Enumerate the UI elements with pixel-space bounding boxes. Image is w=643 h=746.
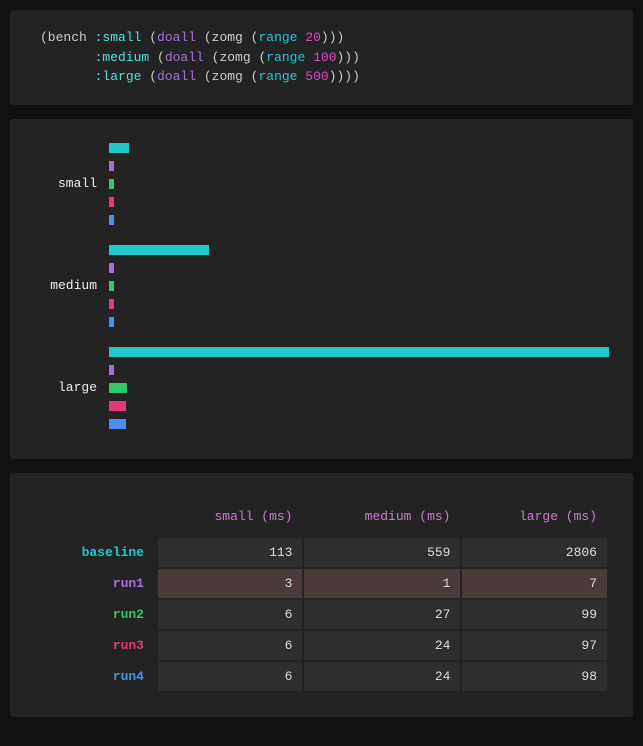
cell: 97	[462, 631, 607, 660]
code-panel: (bench :small (doall (zomg (range 20))) …	[10, 10, 633, 105]
table-header-row: small (ms)medium (ms)large (ms)	[36, 503, 607, 536]
cell: 6	[158, 600, 302, 629]
cell: 7	[462, 569, 607, 598]
bar-run2	[109, 281, 114, 291]
cell: 559	[304, 538, 460, 567]
chart-group-label: large	[34, 380, 109, 395]
cell: 24	[304, 662, 460, 691]
table-panel: small (ms)medium (ms)large (ms) baseline…	[10, 473, 633, 717]
number: 500	[305, 69, 328, 84]
symbol: doall	[157, 30, 196, 45]
table-body: baseline1135592806run1317run262799run362…	[36, 538, 607, 691]
cell: 27	[304, 600, 460, 629]
bar-run4	[109, 317, 114, 327]
keyword: :small	[95, 30, 142, 45]
bar-chart: small medium large	[34, 143, 609, 429]
chart-group-label: small	[34, 176, 109, 191]
bar-run3	[109, 197, 114, 207]
chart-group-label: medium	[34, 278, 109, 293]
chart-panel: small medium large	[10, 119, 633, 459]
table-row: run362497	[36, 631, 607, 660]
bar-run2	[109, 383, 127, 393]
cell: 113	[158, 538, 302, 567]
table-row: run462498	[36, 662, 607, 691]
bar-run1	[109, 263, 114, 273]
bar-run2	[109, 179, 114, 189]
chart-bars	[109, 143, 609, 225]
number: 100	[313, 50, 336, 65]
fn: range	[258, 69, 297, 84]
table-row: baseline1135592806	[36, 538, 607, 567]
cell: 1	[304, 569, 460, 598]
bar-baseline	[109, 143, 129, 153]
cell: 98	[462, 662, 607, 691]
cell: 24	[304, 631, 460, 660]
header-empty	[36, 503, 156, 536]
chart-bars	[109, 245, 609, 327]
keyword: :large	[95, 69, 142, 84]
chart-group-small: small	[34, 143, 609, 225]
bar-baseline	[109, 245, 209, 255]
bar-run4	[109, 419, 126, 429]
number: 20	[305, 30, 321, 45]
cell: 6	[158, 662, 302, 691]
bar-baseline	[109, 347, 609, 357]
code-line: :large (doall (zomg (range 500))))	[40, 67, 603, 87]
col-header-large: large (ms)	[462, 503, 607, 536]
bar-run3	[109, 401, 126, 411]
code-line: (bench :small (doall (zomg (range 20)))	[40, 28, 603, 48]
row-label-run4: run4	[36, 662, 156, 691]
bar-run3	[109, 299, 114, 309]
symbol: doall	[165, 50, 204, 65]
cell: 99	[462, 600, 607, 629]
bar-run4	[109, 215, 114, 225]
chart-group-large: large	[34, 347, 609, 429]
row-label-baseline: baseline	[36, 538, 156, 567]
keyword: :medium	[95, 50, 150, 65]
cell: 2806	[462, 538, 607, 567]
bar-run1	[109, 161, 114, 171]
fn: range	[258, 30, 297, 45]
col-header-medium: medium (ms)	[304, 503, 460, 536]
row-label-run3: run3	[36, 631, 156, 660]
table-row: run1317	[36, 569, 607, 598]
cell: 6	[158, 631, 302, 660]
row-label-run2: run2	[36, 600, 156, 629]
results-table: small (ms)medium (ms)large (ms) baseline…	[34, 501, 609, 693]
bar-run1	[109, 365, 114, 375]
chart-bars	[109, 347, 609, 429]
chart-group-medium: medium	[34, 245, 609, 327]
cell: 3	[158, 569, 302, 598]
code-line: :medium (doall (zomg (range 100)))	[40, 48, 603, 68]
row-label-run1: run1	[36, 569, 156, 598]
code-block: (bench :small (doall (zomg (range 20))) …	[40, 28, 603, 87]
table-row: run262799	[36, 600, 607, 629]
fn: range	[266, 50, 305, 65]
col-header-small: small (ms)	[158, 503, 302, 536]
symbol: doall	[157, 69, 196, 84]
